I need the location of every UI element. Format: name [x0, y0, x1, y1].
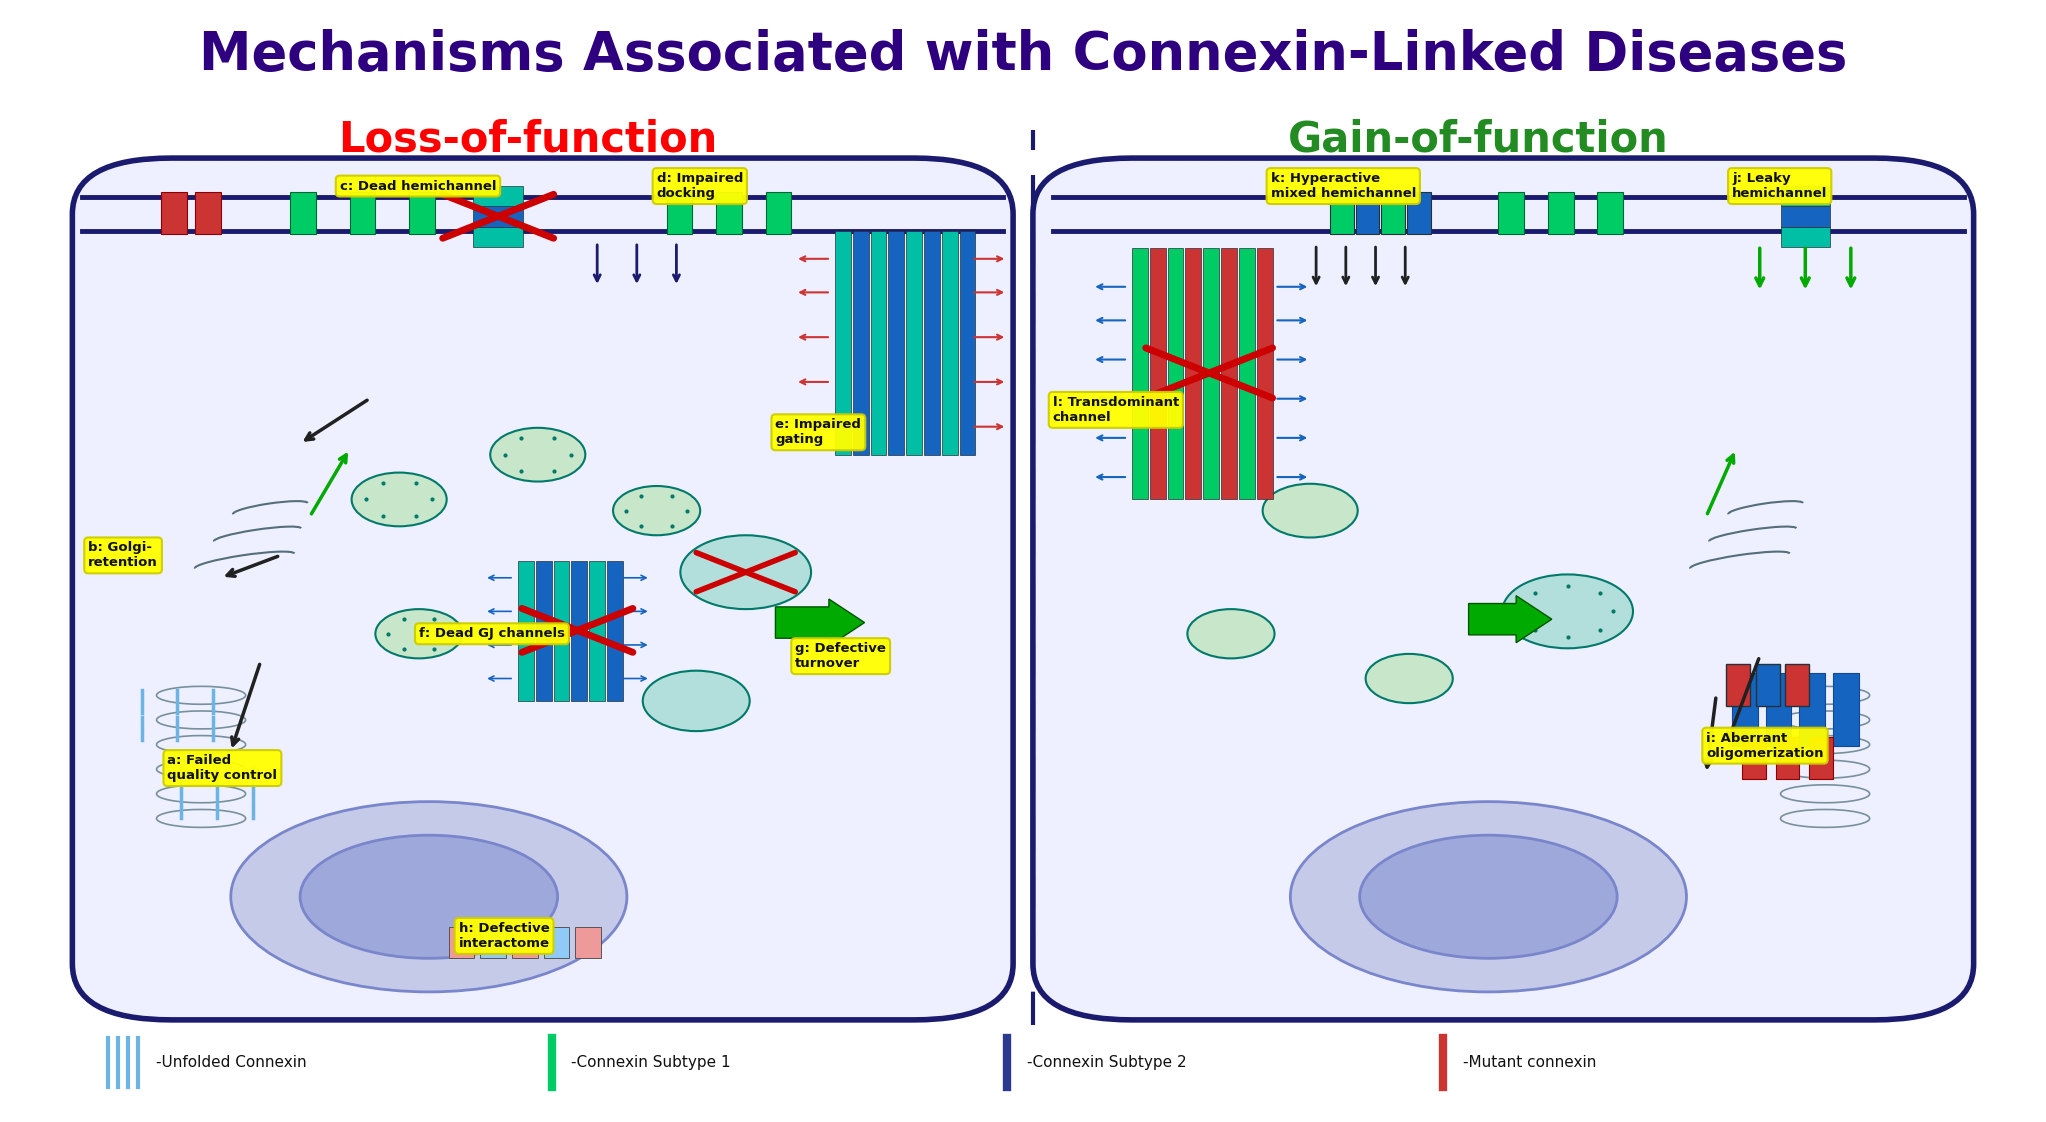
Bar — [835, 231, 851, 454]
Text: j: Leaky
hemichannel: j: Leaky hemichannel — [1733, 172, 1827, 200]
Circle shape — [1502, 574, 1633, 649]
Ellipse shape — [301, 835, 559, 958]
Bar — [1150, 248, 1166, 499]
Bar — [906, 231, 923, 454]
Bar — [870, 231, 886, 454]
Bar — [291, 192, 315, 234]
Ellipse shape — [1291, 801, 1686, 992]
Bar — [1549, 192, 1573, 234]
Text: Gain-of-function: Gain-of-function — [1289, 119, 1670, 160]
Bar — [1240, 248, 1254, 499]
Bar — [575, 927, 602, 958]
Bar — [1833, 673, 1858, 746]
Bar — [1381, 192, 1406, 234]
Text: -Unfolded Connexin: -Unfolded Connexin — [155, 1055, 307, 1070]
Text: d: Impaired
docking: d: Impaired docking — [657, 172, 743, 200]
Bar — [194, 192, 221, 234]
Text: i: Aberrant
oligomerization: i: Aberrant oligomerization — [1706, 732, 1823, 760]
Text: b: Golgi-
retention: b: Golgi- retention — [88, 542, 158, 569]
Circle shape — [1262, 484, 1359, 537]
Bar — [960, 231, 976, 454]
Bar — [1766, 673, 1792, 746]
Bar — [448, 927, 475, 958]
Text: Mechanisms Associated with Connexin-Linked Diseases: Mechanisms Associated with Connexin-Link… — [198, 29, 1848, 82]
Bar — [765, 192, 792, 234]
Bar — [608, 561, 622, 701]
Circle shape — [614, 486, 700, 535]
Bar — [1408, 192, 1430, 234]
Text: -Connexin Subtype 2: -Connexin Subtype 2 — [1027, 1055, 1187, 1070]
Bar — [1755, 664, 1780, 707]
Bar — [1798, 673, 1825, 746]
Bar — [473, 206, 524, 227]
Bar — [473, 185, 524, 206]
Bar — [1256, 248, 1273, 499]
Text: c: Dead hemichannel: c: Dead hemichannel — [340, 180, 497, 193]
Circle shape — [1187, 609, 1275, 659]
FancyBboxPatch shape — [1033, 158, 1974, 1020]
Bar — [1776, 737, 1798, 780]
Bar — [667, 192, 692, 234]
Bar — [1168, 248, 1183, 499]
Bar — [1203, 248, 1219, 499]
FancyArrow shape — [775, 599, 865, 646]
Bar — [554, 561, 569, 701]
Bar — [1786, 664, 1809, 707]
Bar — [888, 231, 904, 454]
Text: -Mutant connexin: -Mutant connexin — [1463, 1055, 1596, 1070]
Bar — [716, 192, 743, 234]
Bar — [544, 927, 569, 958]
Text: -Connexin Subtype 1: -Connexin Subtype 1 — [571, 1055, 730, 1070]
Circle shape — [374, 609, 462, 659]
Text: f: Dead GJ channels: f: Dead GJ channels — [419, 627, 565, 641]
Bar — [1780, 185, 1829, 206]
Bar — [1598, 192, 1622, 234]
Bar — [409, 192, 436, 234]
Text: k: Hyperactive
mixed hemichannel: k: Hyperactive mixed hemichannel — [1271, 172, 1416, 200]
Text: l: Transdominant
channel: l: Transdominant channel — [1054, 396, 1178, 424]
Bar — [1221, 248, 1238, 499]
Bar — [162, 192, 188, 234]
Bar — [1131, 248, 1148, 499]
Bar — [1780, 227, 1829, 247]
FancyBboxPatch shape — [72, 158, 1013, 1020]
Bar — [1498, 192, 1524, 234]
Ellipse shape — [1361, 835, 1616, 958]
Bar — [481, 927, 505, 958]
Bar — [1330, 192, 1354, 234]
Bar — [1727, 664, 1749, 707]
Bar — [518, 561, 534, 701]
Bar — [1356, 192, 1379, 234]
Bar — [350, 192, 374, 234]
Text: e: Impaired
gating: e: Impaired gating — [775, 419, 861, 447]
Text: h: Defective
interactome: h: Defective interactome — [458, 922, 550, 950]
Bar — [941, 231, 958, 454]
Text: g: Defective
turnover: g: Defective turnover — [796, 642, 886, 670]
Circle shape — [642, 671, 749, 732]
Bar — [512, 927, 538, 958]
FancyArrow shape — [1469, 596, 1551, 643]
Bar — [1809, 737, 1833, 780]
Bar — [925, 231, 939, 454]
Bar — [536, 561, 552, 701]
Bar — [1185, 248, 1201, 499]
Bar — [1780, 206, 1829, 227]
Circle shape — [1365, 654, 1453, 703]
Text: a: Failed
quality control: a: Failed quality control — [168, 754, 278, 782]
Bar — [571, 561, 587, 701]
Circle shape — [352, 472, 446, 526]
Text: Loss-of-function: Loss-of-function — [338, 119, 718, 160]
Bar — [473, 227, 524, 247]
Circle shape — [681, 535, 810, 609]
Bar — [853, 231, 868, 454]
Bar — [1741, 737, 1766, 780]
Bar — [589, 561, 606, 701]
Bar — [1733, 673, 1758, 746]
Circle shape — [491, 427, 585, 481]
Ellipse shape — [231, 801, 626, 992]
